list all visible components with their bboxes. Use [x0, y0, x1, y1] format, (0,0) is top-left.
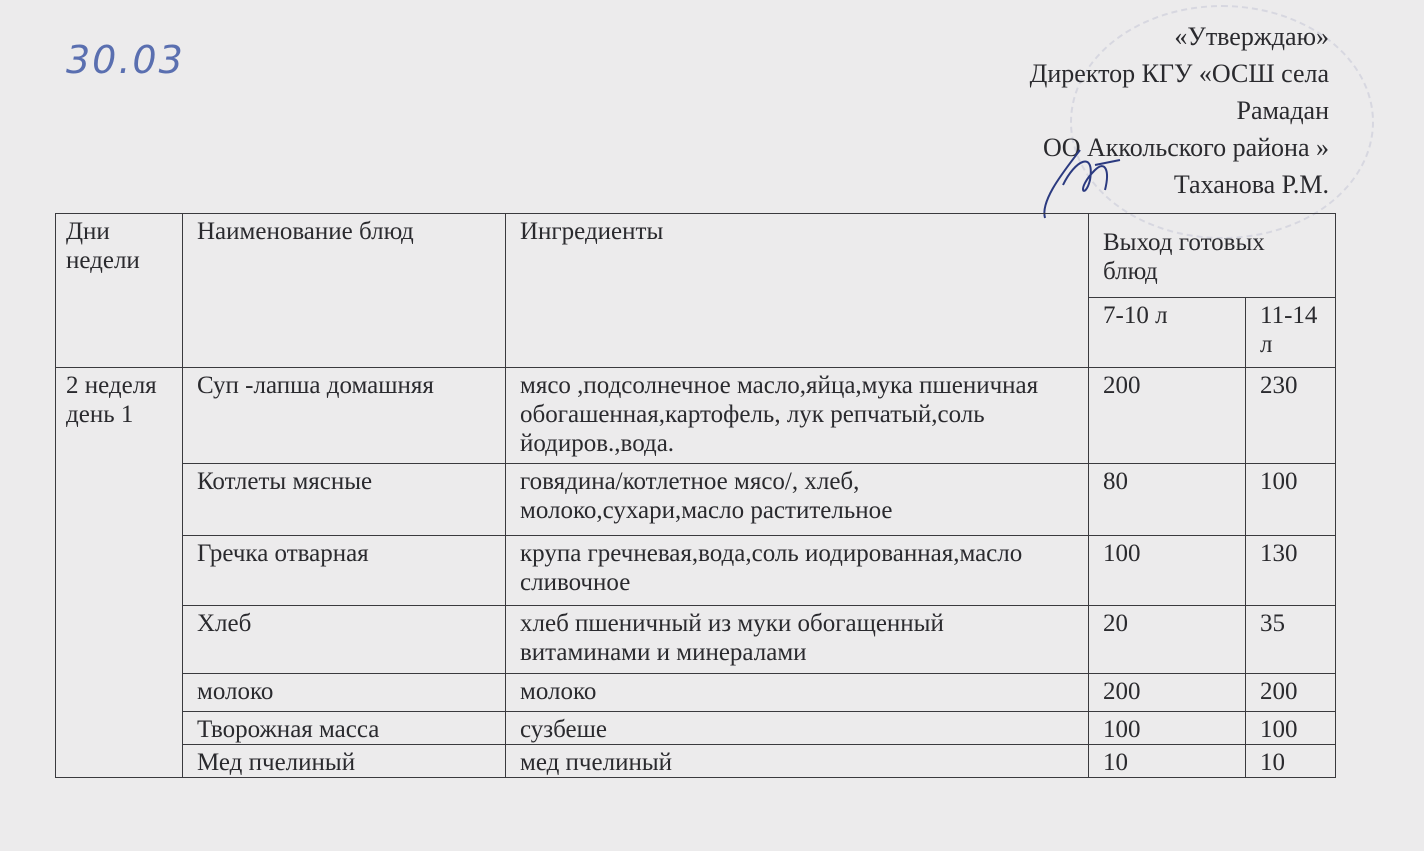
header-ingredients: Ингредиенты [505, 213, 1089, 368]
yield-11-14: 100 [1245, 463, 1336, 536]
yield-11-14: 100 [1245, 711, 1336, 745]
approval-line: Рамадан [1236, 96, 1330, 125]
yield-11-14: 35 [1245, 605, 1336, 674]
yield-7-10: 20 [1088, 605, 1246, 674]
dish-name: Гречка отварная [182, 535, 506, 606]
ingredients: мясо ,подсолнечное масло,яйца,мука пшени… [505, 367, 1089, 464]
handwritten-signature [1043, 149, 1121, 219]
dish-name: Суп -лапша домашняя [182, 367, 506, 464]
approval-line: «Утверждаю» [1174, 22, 1329, 51]
header-dish: Наименование блюд [182, 213, 506, 368]
ingredients: крупа гречневая,вода,соль иодированная,м… [505, 535, 1089, 606]
yield-11-14: 130 [1245, 535, 1336, 606]
dish-name: Творожная масса [182, 711, 506, 745]
header-days: Дни недели [55, 213, 183, 368]
yield-7-10: 200 [1088, 673, 1246, 712]
ingredients: сузбеше [505, 711, 1089, 745]
yield-7-10: 80 [1088, 463, 1246, 536]
ingredients: молоко [505, 673, 1089, 712]
yield-7-10: 200 [1088, 367, 1246, 464]
dish-name: Мед пчелиный [182, 744, 506, 778]
approval-line: Директор КГУ «ОСШ села [1029, 59, 1329, 88]
ingredients: хлеб пшеничный из муки обогащенный витам… [505, 605, 1089, 674]
ingredients: мед пчелиный [505, 744, 1089, 778]
menu-table: Дни недели Наименование блюд Ингредиенты… [55, 213, 1336, 778]
header-yield: Выход готовых блюд [1088, 213, 1336, 298]
header-age-11-14: 11-14 л [1245, 297, 1336, 368]
yield-7-10: 100 [1088, 711, 1246, 745]
yield-11-14: 200 [1245, 673, 1336, 712]
header-age-7-10: 7-10 л [1088, 297, 1246, 368]
dish-name: Котлеты мясные [182, 463, 506, 536]
dish-name: Хлеб [182, 605, 506, 674]
yield-7-10: 10 [1088, 744, 1246, 778]
approval-line: ОО Аккольского района » [1042, 133, 1329, 162]
handwritten-date: 30.03 [66, 38, 185, 82]
approval-line: Таханова Р.М. [1173, 170, 1329, 199]
dish-name: молоко [182, 673, 506, 712]
yield-11-14: 10 [1245, 744, 1336, 778]
yield-11-14: 230 [1245, 367, 1336, 464]
approval-block: «Утверждаю» Директор КГУ «ОСШ села Рамад… [1030, 18, 1329, 203]
yield-7-10: 100 [1088, 535, 1246, 606]
ingredients: говядина/котлетное мясо/, хлеб, молоко,с… [505, 463, 1089, 536]
day-label: 2 неделя день 1 [55, 367, 183, 778]
